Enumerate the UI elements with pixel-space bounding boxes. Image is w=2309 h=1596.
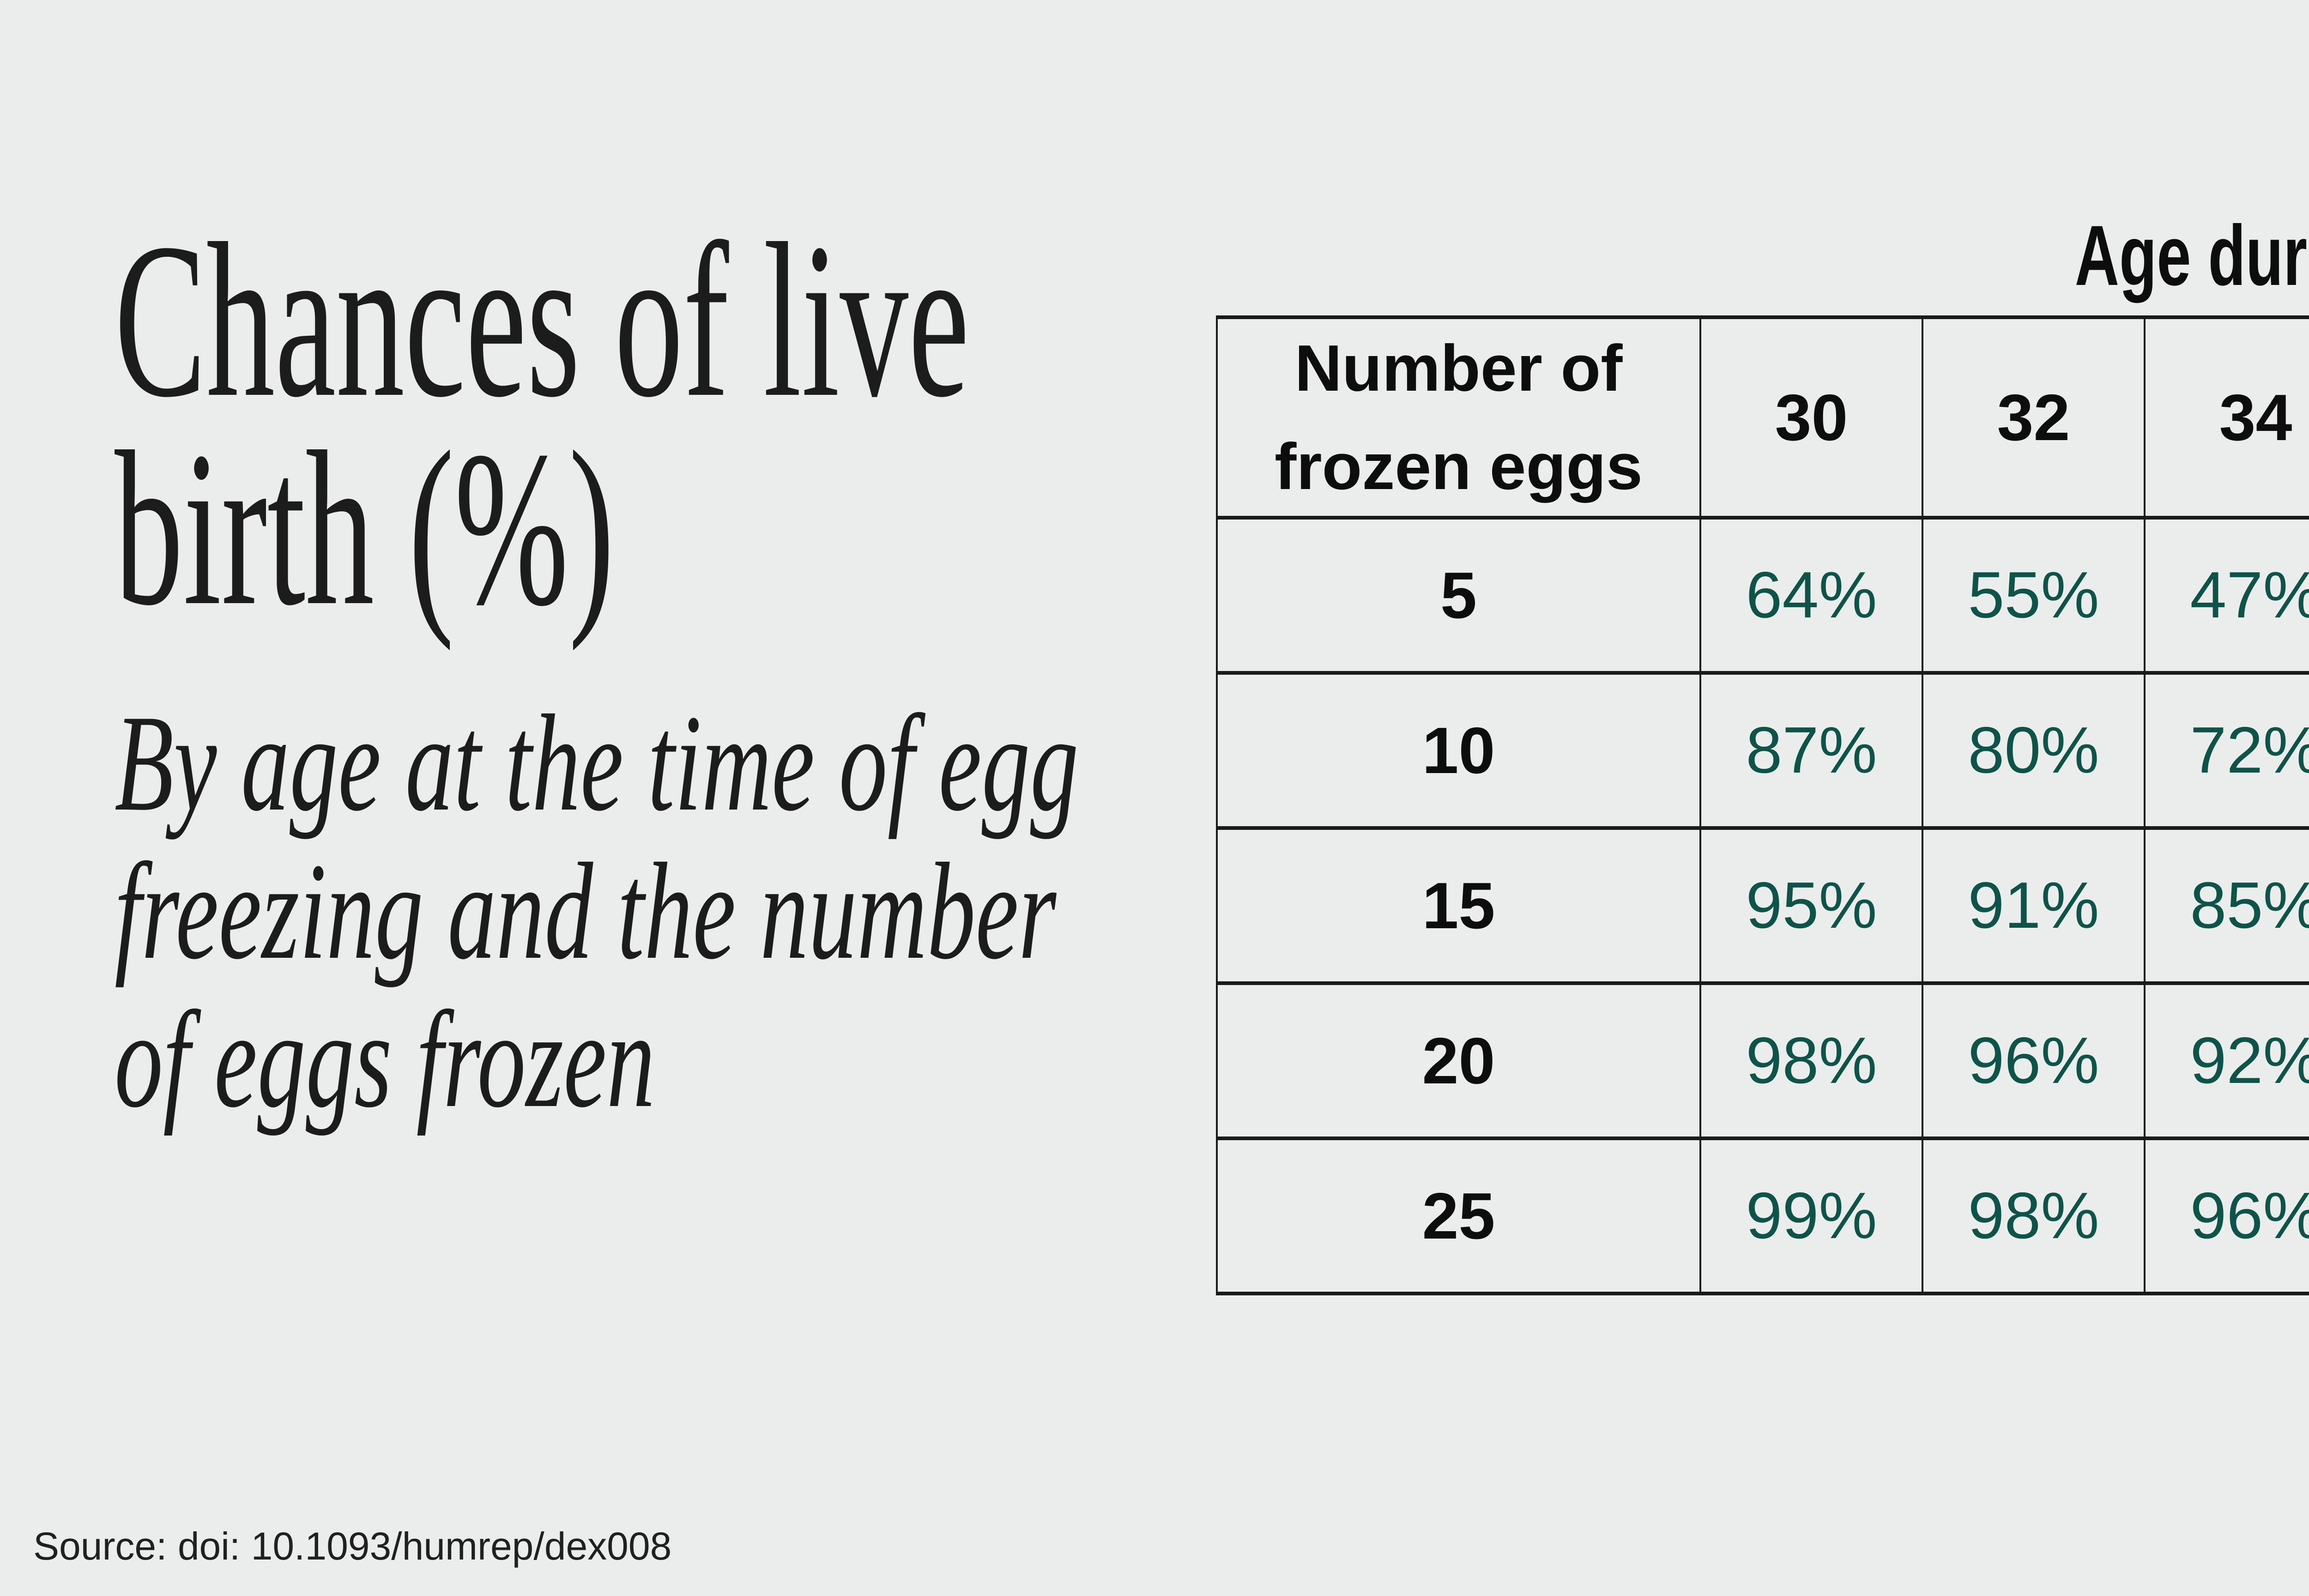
table-row-10: 10 87% 80% 72% 64% 44% 31% (1216, 671, 2309, 830)
subtitle-line-2: freezing and the number (115, 834, 1057, 988)
row-header: 15 (1216, 826, 1701, 985)
table-row-5: 5 64% 55% 47% 40% 26% 17% (1216, 516, 2309, 675)
value-cell: 64% (1699, 516, 1923, 675)
title-line-1: Chances of live (115, 197, 970, 443)
column-group-label: Age during retrieval (2074, 208, 2309, 303)
column-header-32: 32 (1922, 315, 2146, 520)
table-row-15: 15 95% 91% 85% 78% 59% 42% (1216, 826, 2309, 985)
value-cell: 91% (1922, 826, 2146, 985)
value-cell: 95% (1699, 826, 1923, 985)
value-cell: 47% (2144, 516, 2309, 675)
live-birth-table: Number of frozen eggs 30 32 34 36 38 40 … (1216, 315, 2309, 1295)
subtitle-line-3: of eggs frozen (115, 983, 655, 1136)
value-cell: 98% (1922, 1137, 2146, 1295)
title-line-2: birth (%) (115, 405, 615, 652)
page-title: Chances of live birth (%) (115, 197, 970, 652)
source-citation: Source: doi: 10.1093/humrep/dex008 (33, 1524, 672, 1568)
value-cell: 96% (2144, 1137, 2309, 1295)
column-header-30: 30 (1699, 315, 1923, 520)
column-header-34: 34 (2144, 315, 2309, 520)
value-cell: 80% (1922, 671, 2146, 830)
value-cell: 96% (1922, 981, 2146, 1140)
value-cell: 85% (2144, 826, 2309, 985)
table-row-25: 25 99% 98% 96% 92% 77% 60% (1216, 1137, 2309, 1295)
value-cell: 92% (2144, 981, 2309, 1140)
row-group-label-cell: Number of frozen eggs (1216, 315, 1701, 520)
page-subtitle: By age at the time of egg freezing and t… (115, 689, 1079, 1134)
value-cell: 98% (1699, 981, 1923, 1140)
row-header: 5 (1216, 516, 1701, 675)
value-cell: 99% (1699, 1137, 1923, 1295)
value-cell: 87% (1699, 671, 1923, 830)
row-header: 25 (1216, 1137, 1701, 1295)
row-header: 10 (1216, 671, 1701, 830)
value-cell: 55% (1922, 516, 2146, 675)
table-row-20: 20 98% 96% 92% 87% 69% 52% (1216, 981, 2309, 1140)
row-header: 20 (1216, 981, 1701, 1140)
table-header-row: Number of frozen eggs 30 32 34 36 38 40 (1216, 315, 2309, 520)
value-cell: 72% (2144, 671, 2309, 830)
subtitle-line-1: By age at the time of egg (115, 686, 1079, 840)
